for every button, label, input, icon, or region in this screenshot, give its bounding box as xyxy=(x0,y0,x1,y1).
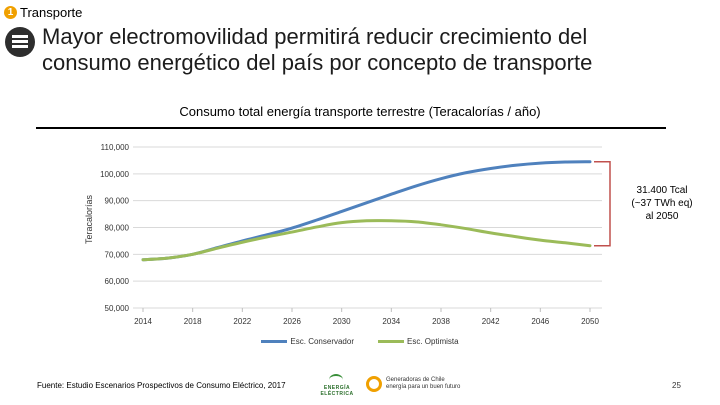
section-tag: 1 Transporte xyxy=(4,4,82,20)
y-tick-label: 60,000 xyxy=(105,277,130,286)
list-icon xyxy=(5,27,35,57)
y-tick-label: 90,000 xyxy=(105,197,130,206)
y-tick-label: 70,000 xyxy=(105,250,130,259)
generadoras-logo-name: Generadoras de Chile xyxy=(386,377,445,383)
y-tick-label: 80,000 xyxy=(105,224,130,233)
x-tick-label: 2018 xyxy=(184,317,202,326)
y-axis-title: Teracalorías xyxy=(84,194,94,244)
y-tick-label: 110,000 xyxy=(101,143,130,152)
generadoras-logo: Generadoras de Chile energía para un bue… xyxy=(366,376,460,392)
y-tick-label: 100,000 xyxy=(100,170,129,179)
x-tick-label: 2042 xyxy=(482,317,500,326)
difference-bracket xyxy=(594,161,611,247)
x-tick-label: 2014 xyxy=(134,317,152,326)
page-title-line2: consumo energético del país por concepto… xyxy=(42,50,593,75)
x-tick-label: 2038 xyxy=(432,317,450,326)
source-note: Fuente: Estudio Escenarios Prospectivos … xyxy=(37,381,286,390)
x-tick-label: 2022 xyxy=(233,317,251,326)
difference-bracket-line xyxy=(594,161,611,247)
generadoras-logo-tagline: energía para un buen futuro xyxy=(386,384,461,390)
x-tick-label: 2050 xyxy=(581,317,599,326)
page-title: Mayor electromovilidad permitirá reducir… xyxy=(42,24,702,76)
difference-callout: 31.400 Tcal (~37 TWh eq) al 2050 xyxy=(620,184,704,223)
series-line-optimista xyxy=(141,219,592,262)
x-tick-label: 2026 xyxy=(283,317,301,326)
energia-electrica-logo: ENERGÍA ELÉCTRICA xyxy=(313,374,361,398)
energia-electrica-logo-mark xyxy=(329,374,343,386)
title-divider xyxy=(36,127,666,129)
series-line-conservador xyxy=(141,160,592,262)
legend-item-optimista: Esc. Optimista xyxy=(378,337,459,346)
generadoras-logo-mark xyxy=(366,376,382,392)
legend-label-optimista: Esc. Optimista xyxy=(407,337,459,346)
chart-gridlines xyxy=(133,146,602,309)
x-tick-label: 2034 xyxy=(382,317,400,326)
callout-line3: al 2050 xyxy=(645,211,679,222)
page-number: 25 xyxy=(672,381,681,390)
x-axis: 2014 2018 2022 2026 2030 2034 2038 2042 2046 2050 xyxy=(134,308,599,326)
section-label: Transporte xyxy=(20,4,83,20)
callout-line2: (~37 TWh eq) xyxy=(631,198,693,209)
chart-series xyxy=(141,160,592,262)
legend-swatch-optimista xyxy=(378,340,404,343)
y-axis: 50,000 60,000 70,000 80,000 90,000 100,000 110… xyxy=(84,143,130,313)
legend-label-conservador: Esc. Conservador xyxy=(290,337,354,346)
y-tick-label: 50,000 xyxy=(105,304,130,313)
page-title-line1: Mayor electromovilidad permitirá reducir… xyxy=(42,24,588,49)
x-tick-label: 2046 xyxy=(531,317,549,326)
x-tick-label: 2030 xyxy=(333,317,351,326)
section-number-badge: 1 xyxy=(4,5,17,19)
energia-electrica-logo-text: ENERGÍA ELÉCTRICA xyxy=(320,385,354,397)
chart-title: Consumo total energía transporte terrest… xyxy=(179,104,541,119)
legend-swatch-conservador xyxy=(261,340,288,343)
callout-line1: 31.400 Tcal xyxy=(636,185,688,196)
legend-item-conservador: Esc. Conservador xyxy=(261,337,354,346)
chart-legend: Esc. Conservador Esc. Optimista xyxy=(0,337,720,346)
